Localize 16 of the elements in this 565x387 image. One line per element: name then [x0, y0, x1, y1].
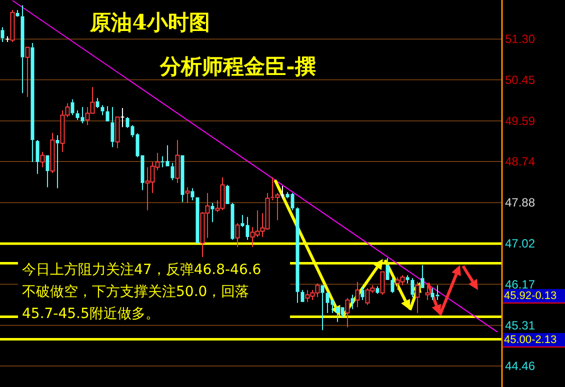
text: 原油4小时图 [89, 10, 210, 34]
y-tick-label: 45.31 [505, 318, 536, 332]
y-tick-label: 48.74 [505, 154, 536, 168]
text: 分析师程金臣-撰 [159, 54, 316, 78]
y-tick-label: 51.30 [505, 32, 536, 46]
annotation: 不破做空，下方支撑关注50.0，回落 [22, 284, 250, 300]
y-tick-label: 47.02 [505, 236, 536, 251]
price-box: 45.00-2.13 [502, 333, 565, 348]
y-tick-label: 44.46 [505, 358, 536, 373]
y-tick-label: 46.17 [505, 277, 536, 292]
y-tick-label: 50.45 [505, 72, 536, 87]
y-tick-label: 47.88 [505, 196, 536, 210]
annotation: 45.7-45.5附近做多。 [22, 306, 160, 322]
price-box: 45.92-0.13 [502, 289, 565, 304]
y-tick-label: 49.59 [505, 114, 536, 128]
annotation: 今日上方阻力关注47，反弹46.8-46.6 [22, 262, 262, 278]
